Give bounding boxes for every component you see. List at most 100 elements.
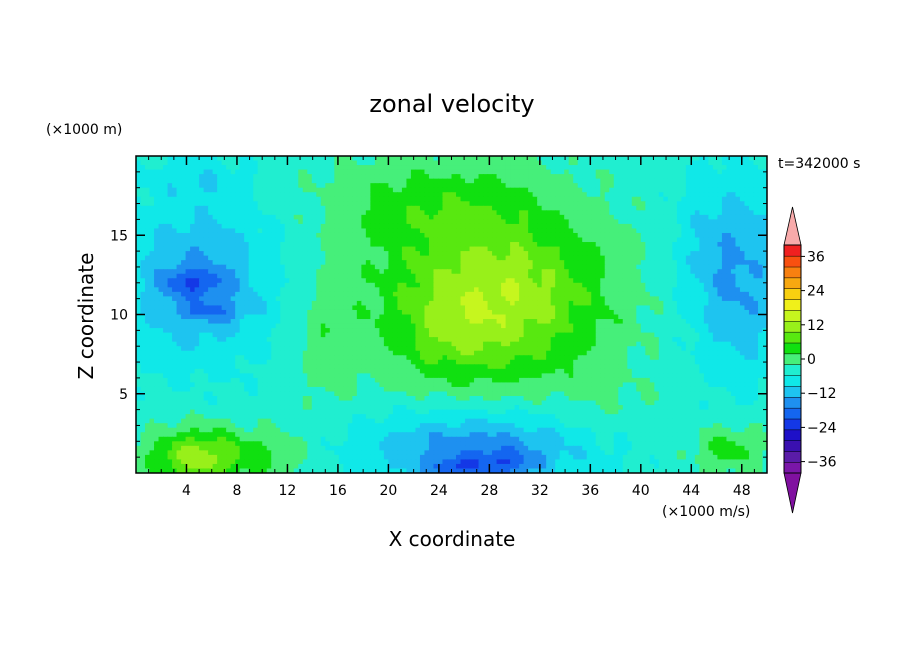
heat-cell [424,219,430,225]
heat-cell [510,178,516,184]
heat-cell [730,228,737,234]
heat-cell [762,219,767,225]
heat-cell [334,260,340,266]
heat-cell [568,232,574,239]
heat-cell [451,246,457,252]
heat-cell [618,291,624,297]
heat-cell [501,169,507,175]
heat-cell [311,210,317,216]
heat-cell [618,192,624,198]
heat-cell [167,165,173,171]
heat-cell [199,251,205,257]
heat-cell [595,160,601,166]
heat-cell [456,165,462,171]
heat-cell [586,255,592,261]
heat-cell [235,205,241,211]
heat-cell [140,260,146,266]
heat-cell [649,291,655,297]
heat-cell [658,174,664,180]
heat-cell [654,214,660,220]
heat-cell [672,178,678,184]
heat-cell [194,196,200,202]
heat-cell [708,291,714,297]
heat-cell [392,178,399,184]
heat-cell [622,205,628,211]
heat-cell [415,282,421,288]
heat-cell [262,228,268,234]
heat-cell [649,246,655,252]
heat-cell [163,210,169,216]
heat-cell [730,287,737,293]
heat-cell [681,246,687,252]
heat-cell [190,246,196,252]
heat-cell [658,219,664,225]
heat-cell [347,183,353,189]
heat-cell [658,214,664,220]
heat-cell [478,156,484,162]
heat-cell [730,305,737,311]
heat-cell [478,242,484,248]
heat-cell [699,156,705,162]
heat-cell [149,291,155,297]
heat-cell [136,287,142,293]
heat-cell [708,196,714,202]
heat-cell [307,205,313,211]
heat-cell [397,296,403,302]
heat-cell [699,192,705,198]
heat-cell [257,201,263,207]
heat-cell [577,196,583,202]
heat-cell [757,160,764,166]
heat-cell [248,296,254,302]
heat-cell [492,309,498,316]
heat-cell [347,287,353,293]
heat-cell [163,156,169,162]
heat-cell [293,305,299,311]
heat-cell [712,183,719,189]
heat-cell [347,314,353,320]
heat-cell [492,296,498,302]
heat-cell [149,232,155,239]
heat-cell [658,296,664,302]
heat-cell [537,169,543,175]
heat-cell [442,223,448,230]
heat-cell [739,156,746,162]
heat-cell [235,201,241,207]
heat-cell [564,264,570,270]
heat-cell [726,183,732,189]
heat-cell [379,296,385,302]
heat-cell [523,192,529,198]
heat-cell [172,287,178,293]
heat-cell [658,305,664,311]
heat-cell [559,232,565,239]
heat-cell [235,246,241,252]
heat-cell [163,269,169,275]
heat-cell [388,192,394,198]
heat-cell [262,160,268,166]
heat-cell [622,237,628,243]
heat-cell [618,196,624,202]
heat-cell [271,255,277,261]
heat-cell [672,264,678,270]
heat-cell [672,296,678,302]
heat-cell [721,305,728,311]
heat-cell [649,160,655,166]
heat-cell [757,192,764,198]
heat-cell [446,296,453,302]
heat-cell [419,314,426,320]
heat-cell [406,183,412,189]
heat-cell [158,314,164,320]
heat-cell [726,210,732,216]
heat-cell [154,273,160,279]
heat-cell [487,178,493,184]
heat-cell [631,165,637,171]
heat-cell [510,228,516,234]
heat-cell [537,178,543,184]
heat-cell [406,296,412,302]
heat-cell [437,187,444,193]
heat-cell [708,223,714,230]
heat-cell [609,201,615,207]
heat-cell [410,196,417,202]
heat-cell [266,264,272,270]
heat-cell [176,246,182,252]
heat-cell [437,260,444,266]
